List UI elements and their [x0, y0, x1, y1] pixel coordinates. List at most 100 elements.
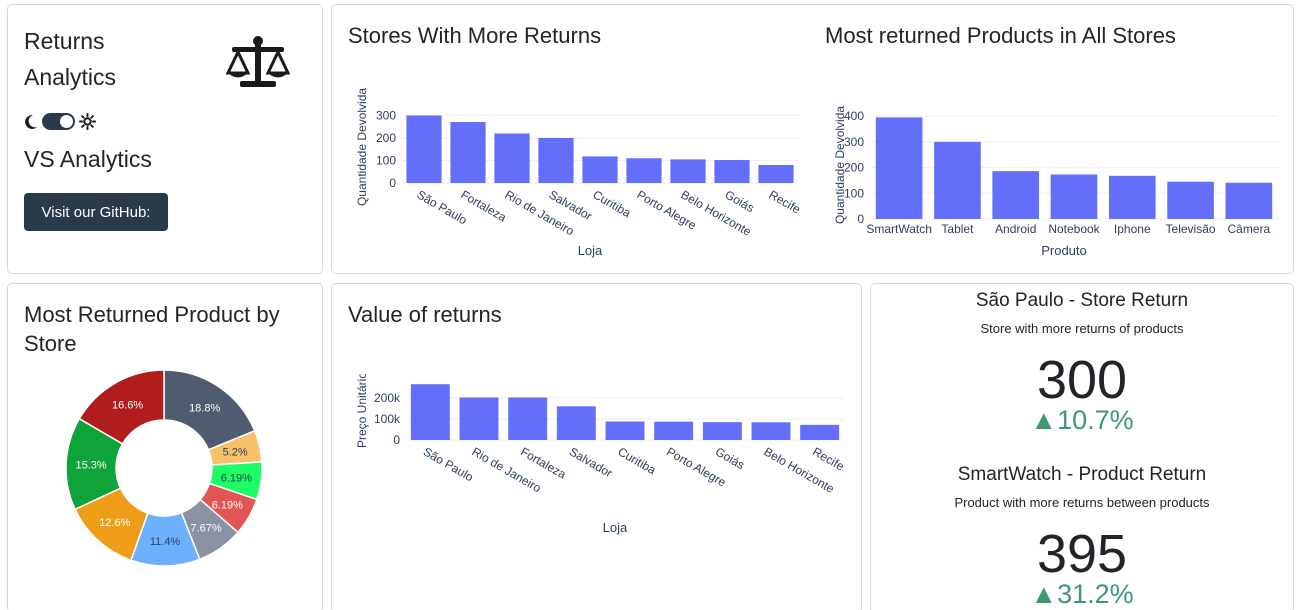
- bar: [508, 397, 548, 440]
- x-tick-label: Android: [995, 222, 1036, 236]
- y-tick-label: 100: [376, 154, 396, 168]
- x-tick-label: Goiás: [713, 444, 747, 472]
- y-tick-label: 200: [376, 131, 396, 145]
- kpi-card: São Paulo - Store Return Store with more…: [870, 283, 1294, 610]
- x-tick-label: Curitiba: [616, 444, 659, 477]
- value-of-returns-card: Value of returns 0 100k 200k São Paulo Rio d…: [331, 283, 862, 610]
- kpi-product-value: 395: [1036, 524, 1128, 584]
- moon-icon: [25, 114, 37, 129]
- kpi-store-subtitle: Store with more returns of products: [980, 321, 1184, 336]
- pie-slice-label: 6.19%: [212, 499, 243, 511]
- kpi-product-title: SmartWatch - Product Return: [957, 464, 1207, 485]
- app-title-line1: Returns: [24, 28, 105, 54]
- pie-title-line2: Store: [24, 331, 77, 356]
- pie-slice-label: 7.67%: [190, 523, 221, 535]
- y-axis-label: Quantidade Devolvida: [833, 106, 847, 224]
- x-axis-label: Produto: [1041, 243, 1087, 258]
- value-chart-title: Value of returns: [348, 302, 502, 327]
- bar: [1225, 182, 1273, 219]
- bar: [934, 141, 981, 219]
- y-axis-label: Preço Unitário: [355, 374, 369, 448]
- pie-slice-label: 15.3%: [75, 460, 106, 472]
- bar: [459, 397, 499, 440]
- bar: [1108, 175, 1156, 219]
- kpi-store-delta: ▲10.7%: [1030, 405, 1134, 435]
- y-tick-label: 200k: [374, 391, 401, 405]
- y-tick-label: 200: [844, 161, 864, 175]
- product-by-store-donut: 18.8% 5.2% 6.19% 6.19% 7.67% 11.4% 12.6% 15.3% 1…: [65, 369, 263, 567]
- y-tick-label: 0: [389, 176, 396, 190]
- x-tick-label: São Paulo: [421, 444, 476, 484]
- bar: [1167, 181, 1214, 219]
- subtitle: VS Analytics: [24, 146, 152, 172]
- bar: [626, 158, 662, 183]
- pie-slice-label: 5.2%: [223, 447, 248, 459]
- y-tick-label: 300: [844, 135, 864, 149]
- x-axis-label: Loja: [578, 243, 603, 258]
- x-axis-label: Loja: [603, 520, 628, 535]
- bar: [410, 384, 450, 440]
- pie-slice-label: 6.19%: [221, 473, 252, 485]
- bar: [670, 159, 706, 183]
- sun-icon: [79, 113, 96, 130]
- app-title: Returns Analytics: [24, 23, 116, 95]
- bar: [992, 171, 1040, 219]
- balance-scale-icon: [226, 36, 290, 87]
- x-tick-label: Câmera: [1228, 222, 1271, 236]
- app-title-line2: Analytics: [24, 64, 117, 90]
- bar: [800, 424, 840, 440]
- stores-chart-title: Stores With More Returns: [348, 23, 602, 48]
- x-tick-label: Iphone: [1114, 222, 1151, 236]
- kpi-product-delta: ▲31.2%: [1030, 579, 1134, 609]
- pie-chart-title: Most Returned Product by Store: [24, 300, 280, 358]
- x-tick-label: Notebook: [1048, 222, 1100, 236]
- bar: [538, 138, 574, 183]
- pie-slice: [163, 369, 256, 451]
- theme-toggle-switch[interactable]: [42, 113, 75, 130]
- y-tick-label: 100: [844, 186, 864, 200]
- pie-slice-label: 12.6%: [99, 517, 130, 529]
- x-tick-label: Recife: [767, 187, 804, 216]
- kpi-product-subtitle: Product with more returns between produc…: [954, 495, 1210, 510]
- kpi-store-title: São Paulo - Store Return: [975, 290, 1189, 311]
- pie-title-line1: Most Returned Product by: [24, 302, 280, 327]
- pie-slice: [78, 369, 165, 445]
- bar: [605, 421, 645, 440]
- bar: [758, 165, 794, 183]
- bar: [702, 422, 742, 440]
- bar: [556, 406, 596, 440]
- bar: [1050, 174, 1098, 219]
- x-tick-label: SmartWatch: [866, 222, 932, 236]
- pie-slice-label: 11.4%: [150, 536, 181, 548]
- products-bar-chart: 0 100 200 300 400 SmartWatch Tablet Android Note…: [833, 106, 1278, 258]
- y-tick-label: 100k: [374, 412, 401, 426]
- products-chart-title: Most returned Products in All Stores: [825, 23, 1176, 48]
- bar: [654, 421, 694, 440]
- pie-slice-label: 18.8%: [189, 402, 220, 414]
- bar: [406, 115, 442, 183]
- bar: [494, 133, 530, 183]
- y-tick-label: 0: [857, 212, 864, 226]
- y-tick-label: 300: [376, 109, 396, 123]
- brand-card: Returns Analytics VS Analytics Visit our…: [7, 4, 323, 274]
- bar: [751, 422, 791, 440]
- bar: [582, 156, 618, 183]
- x-tick-label: Salvador: [567, 444, 615, 480]
- bar: [875, 117, 923, 219]
- y-axis-label: Quantidade Devolvida: [355, 88, 369, 206]
- bar: [450, 122, 486, 183]
- theme-toggle-row: [24, 113, 96, 130]
- github-button[interactable]: Visit our GitHub:: [24, 193, 168, 231]
- y-tick-label: 0: [393, 433, 400, 447]
- kpi-store-value: 300: [1036, 350, 1128, 410]
- product-by-store-card: Most Returned Product by Store 18.8% 5.2%…: [7, 283, 323, 610]
- y-tick-label: 400: [844, 109, 864, 123]
- x-tick-label: Televisão: [1166, 222, 1216, 236]
- x-tick-label: Tablet: [941, 222, 974, 236]
- x-tick-label: Curitiba: [591, 187, 634, 220]
- returns-overview-card: Stores With More Returns Most returned P…: [331, 4, 1294, 274]
- bar: [714, 160, 750, 183]
- x-tick-label: Recife: [810, 444, 847, 473]
